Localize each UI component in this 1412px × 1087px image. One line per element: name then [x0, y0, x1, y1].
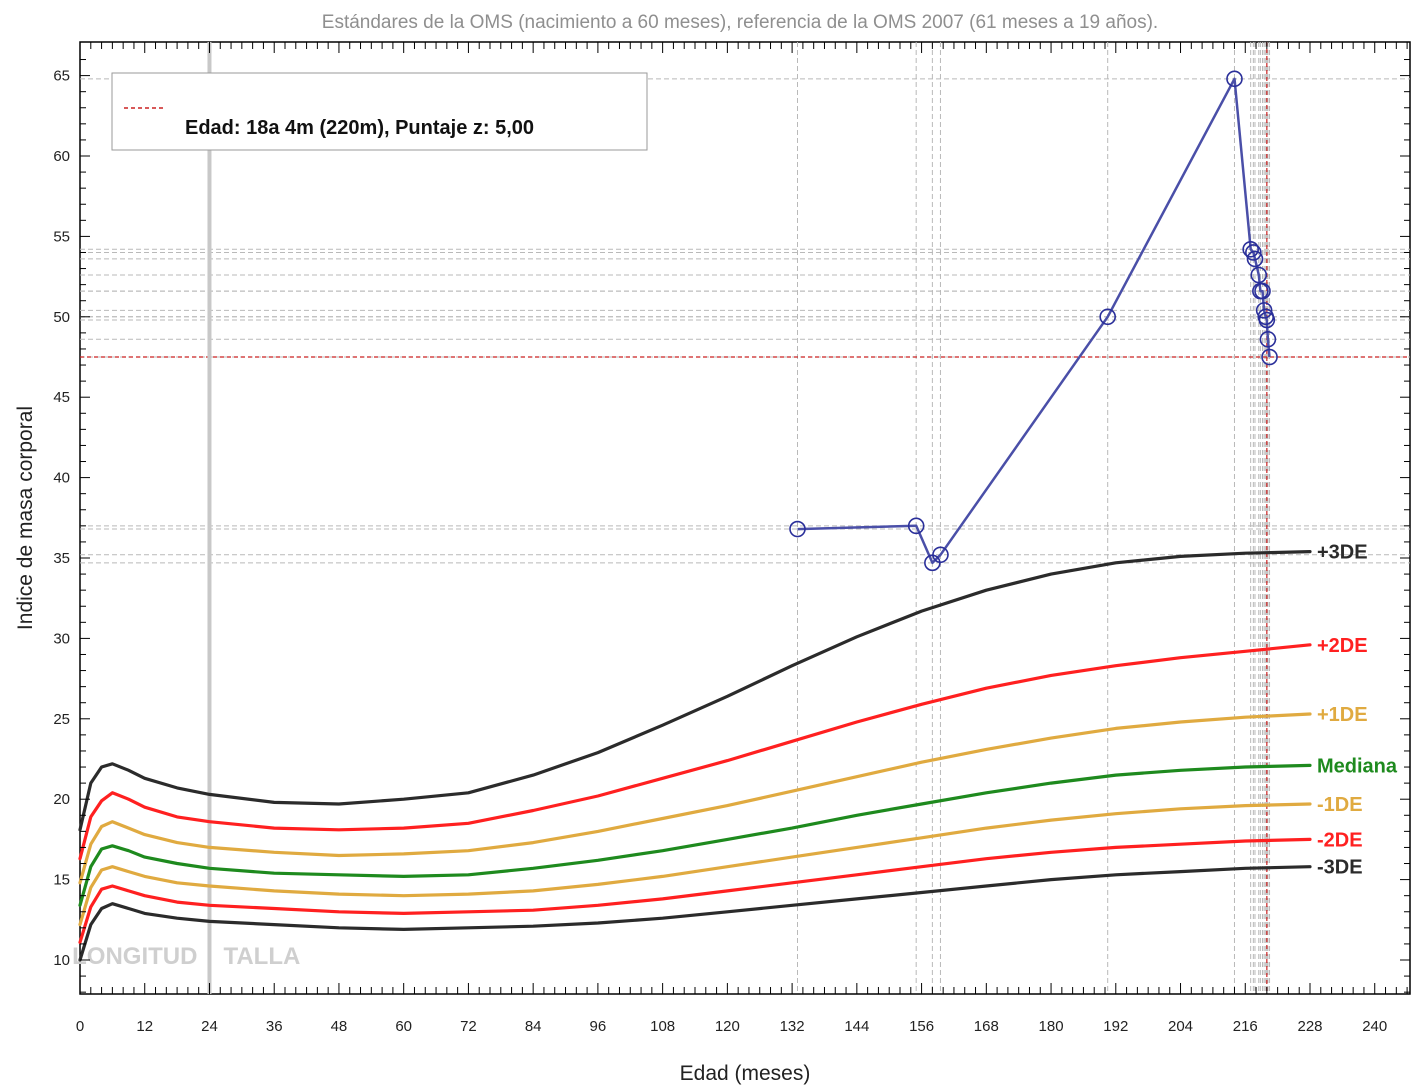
y-tick-label-60: 60 [53, 148, 70, 165]
patient-point-0 [789, 520, 806, 538]
curve-labels: +3DE +2DE +1DE Mediana -1DE -2DE -3DE [1317, 542, 1398, 879]
curve-+1DE [78, 712, 1312, 885]
y-tick-label-50: 50 [53, 309, 70, 326]
patient-point-7 [1245, 244, 1262, 261]
patient-point-16 [1261, 348, 1278, 366]
y-tick-label-30: 30 [53, 630, 70, 647]
curve-label-+1DE: +1DE [1317, 704, 1368, 726]
x-tick-label-228: 228 [1297, 1018, 1322, 1035]
x-tick-label-192: 192 [1103, 1018, 1128, 1035]
patient-point-12 [1255, 302, 1273, 319]
curve--3DE [78, 865, 1312, 962]
patient-point-15 [1259, 331, 1277, 348]
x-tick-label-180: 180 [1039, 1018, 1064, 1035]
patient-point-3 [932, 546, 949, 564]
x-tick-label-240: 240 [1362, 1018, 1387, 1035]
reference-curves [78, 550, 1312, 962]
legend-box [111, 72, 648, 151]
patient-series [789, 70, 1278, 572]
y-tick-label-15: 15 [53, 872, 70, 889]
patient-point-11 [1254, 282, 1271, 300]
curve-label-Mediana: Mediana [1317, 755, 1398, 777]
x-tick-label-156: 156 [909, 1018, 934, 1035]
y-tick-label-65: 65 [53, 68, 70, 85]
zone-label-length: LONGITUD [72, 943, 197, 970]
x-tick-label-72: 72 [460, 1018, 477, 1035]
patient-point-9 [1250, 266, 1268, 284]
y-tick-label-25: 25 [53, 711, 70, 728]
x-tick-label-48: 48 [331, 1018, 348, 1035]
curve-label--2DE: -2DE [1317, 829, 1363, 851]
curve-label-+2DE: +2DE [1317, 635, 1368, 657]
y-tick-label-55: 55 [53, 228, 70, 245]
x-tick-label-12: 12 [136, 1018, 153, 1035]
x-tick-label-144: 144 [844, 1018, 869, 1035]
patient-point-5 [1226, 70, 1243, 88]
curve-label--3DE: -3DE [1317, 857, 1363, 879]
y-tick-label-35: 35 [53, 550, 70, 567]
x-tick-label-84: 84 [525, 1018, 542, 1035]
patient-point-14 [1258, 311, 1276, 329]
patient-point-1 [907, 517, 925, 535]
x-tick-label-0: 0 [76, 1018, 84, 1035]
curve--2DE [78, 837, 1312, 944]
x-tick-label-204: 204 [1168, 1018, 1193, 1035]
legend-text: Edad: 18a 4m (220m), Puntaje z: 5,00 [185, 117, 534, 139]
y-tick-label-45: 45 [53, 389, 70, 406]
x-tick-label-60: 60 [395, 1018, 412, 1035]
y-tick-label-40: 40 [53, 470, 70, 487]
x-tick-label-132: 132 [780, 1018, 805, 1035]
guide-lines [80, 42, 1410, 994]
legend: Edad: 18a 4m (220m), Puntaje z: 5,00 [111, 72, 648, 151]
x-tick-label-216: 216 [1233, 1018, 1258, 1035]
patient-point-4 [1099, 308, 1116, 326]
chart-title: Estándares de la OMS (nacimiento a 60 me… [322, 12, 1158, 33]
curve-Mediana [78, 763, 1312, 907]
patient-point-6 [1242, 240, 1259, 258]
curve--1DE [78, 802, 1312, 927]
x-tick-label-120: 120 [715, 1018, 740, 1035]
zone-layer: LONGITUD TALLA [72, 42, 300, 994]
x-tick-label-96: 96 [590, 1018, 607, 1035]
curve-label--1DE: -1DE [1317, 794, 1363, 816]
y-tick-label-10: 10 [53, 952, 70, 969]
axis-ticks: 0 12 24 36 48 60 72 84 96 108 120 132 144 156 168 180 19… [53, 42, 1410, 1035]
x-axis-label: Edad (meses) [680, 1062, 811, 1085]
y-axis-label: Indice de masa corporal [14, 406, 37, 630]
curve-+3DE [78, 550, 1312, 832]
curve-label-+3DE: +3DE [1317, 542, 1368, 564]
patient-point-8 [1246, 250, 1264, 268]
zone-label-height: TALLA [223, 943, 300, 970]
x-tick-label-24: 24 [201, 1018, 218, 1035]
y-tick-label-20: 20 [53, 791, 70, 808]
x-tick-label-168: 168 [974, 1018, 999, 1035]
curve-+2DE [78, 643, 1312, 861]
x-tick-label-36: 36 [266, 1018, 283, 1035]
x-tick-label-108: 108 [650, 1018, 675, 1035]
